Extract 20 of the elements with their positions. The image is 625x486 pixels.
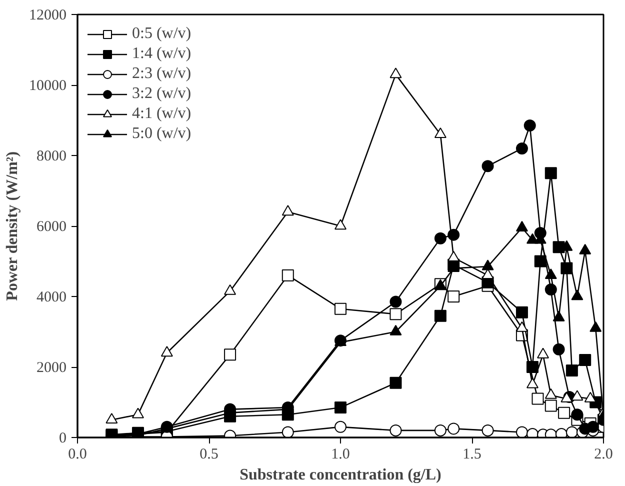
y-tick-label: 0 <box>59 430 66 446</box>
legend-label: 3:2 (w/v) <box>132 85 192 103</box>
y-tick-label: 2000 <box>36 360 66 376</box>
y-tick-label: 8000 <box>36 148 66 164</box>
x-tick-label: 0.0 <box>68 446 87 462</box>
x-tick-label: 1.0 <box>331 446 350 462</box>
legend-label: 4:1 (w/v) <box>132 105 192 123</box>
x-tick-label: 2.0 <box>594 446 613 462</box>
legend-label: 5:0 (w/v) <box>132 125 192 143</box>
x-axis-title: Substrate concentration (g/L) <box>240 466 442 484</box>
x-tick-label: 0.5 <box>200 446 218 462</box>
legend-label: 0:5 (w/v) <box>132 25 192 43</box>
y-tick-label: 12000 <box>29 8 66 24</box>
y-axis-title: Power density (W/m²) <box>4 151 21 301</box>
x-tick-label: 1.5 <box>462 446 482 462</box>
y-tick-label: 10000 <box>29 78 66 94</box>
y-tick-label: 4000 <box>36 290 66 306</box>
y-tick-label: 6000 <box>36 219 66 235</box>
legend-label: 1:4 (w/v) <box>132 45 192 63</box>
legend-label: 2:3 (w/v) <box>132 65 192 83</box>
